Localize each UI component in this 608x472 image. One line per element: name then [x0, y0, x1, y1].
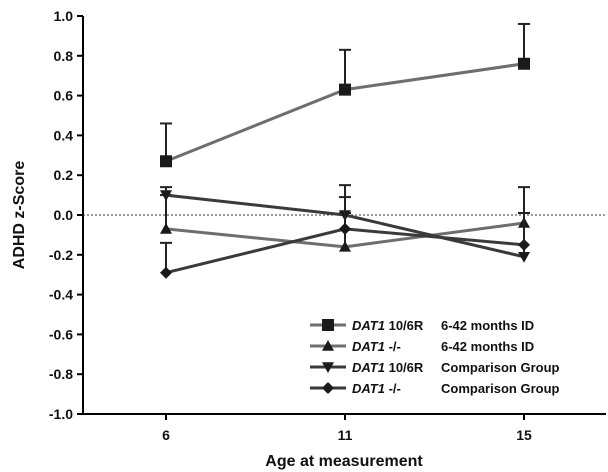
- y-tick-label: 0.4: [54, 127, 74, 143]
- legend-item-2: DAT1 10/6R Comparison Group: [310, 360, 560, 375]
- legend-genotype: -/-: [385, 339, 401, 354]
- y-tick-label: -0.4: [49, 287, 73, 303]
- y-tick-label: 1.0: [54, 8, 74, 24]
- legend-gene: DAT1: [352, 318, 385, 333]
- data-point-diamond-icon: [518, 238, 530, 251]
- data-point-diamond-icon: [339, 222, 351, 235]
- data-point-triangle-up-icon: [339, 240, 351, 252]
- legend-genotype: 10/6R: [385, 318, 424, 333]
- legend-item-3: DAT1 -/- Comparison Group: [310, 381, 560, 396]
- x-tick-label: 11: [338, 427, 353, 443]
- legend-group: 6-42 months ID: [441, 318, 534, 333]
- legend-item-1: DAT1 -/- 6-42 months ID: [310, 339, 534, 354]
- legend-label: DAT1 10/6R: [352, 360, 424, 375]
- legend: DAT1 10/6R 6-42 months ID DAT1 -/- 6-42 mon…: [310, 318, 560, 396]
- legend-genotype: 10/6R: [385, 360, 424, 375]
- data-point-square-icon: [339, 83, 351, 96]
- y-tick-label: -1.0: [49, 406, 73, 422]
- y-tick-label: -0.8: [49, 366, 73, 382]
- y-tick-label: 0.0: [54, 207, 74, 223]
- series-0: [160, 22, 530, 168]
- legend-label: DAT1 10/6R: [352, 318, 424, 333]
- data-point-triangle-down-icon: [322, 362, 334, 373]
- data-point-square-icon: [160, 155, 172, 168]
- series-layer: [160, 22, 530, 279]
- data-point-square-icon: [518, 57, 530, 70]
- data-point-diamond-icon: [322, 382, 334, 394]
- legend-gene: DAT1: [352, 360, 385, 375]
- y-axis: 1.0 0.8 0.6 0.4 0.2 0.0 -0.2 -0.4 -0.6 -0.8 -1.0: [49, 8, 84, 422]
- legend-label: DAT1 -/-: [352, 339, 401, 354]
- legend-label: DAT1 -/-: [352, 381, 401, 396]
- series-3: [160, 196, 530, 279]
- data-point-square-icon: [322, 319, 334, 331]
- y-axis-title: ADHD z-Score: [11, 161, 28, 270]
- data-point-triangle-down-icon: [160, 190, 172, 202]
- y-tick-label: -0.6: [49, 326, 73, 342]
- legend-gene: DAT1: [352, 381, 385, 396]
- data-point-diamond-icon: [160, 266, 172, 279]
- y-tick-label: 0.8: [54, 48, 74, 64]
- data-point-triangle-down-icon: [518, 251, 530, 263]
- x-axis-title: Age at measurement: [265, 453, 423, 470]
- y-tick-label: 0.2: [54, 167, 74, 183]
- data-point-triangle-up-icon: [160, 222, 172, 234]
- legend-item-0: DAT1 10/6R 6-42 months ID: [310, 318, 534, 333]
- legend-group: Comparison Group: [441, 360, 560, 375]
- x-tick-label: 6: [162, 427, 170, 443]
- legend-genotype: -/-: [385, 381, 401, 396]
- legend-group: Comparison Group: [441, 381, 560, 396]
- legend-gene: DAT1: [352, 339, 385, 354]
- data-point-triangle-up-icon: [322, 340, 334, 351]
- x-axis: 6 11 15: [83, 413, 606, 443]
- y-tick-label: 0.6: [54, 88, 74, 104]
- legend-group: 6-42 months ID: [441, 339, 534, 354]
- y-tick-label: -0.2: [49, 247, 73, 263]
- x-tick-label: 15: [516, 427, 532, 443]
